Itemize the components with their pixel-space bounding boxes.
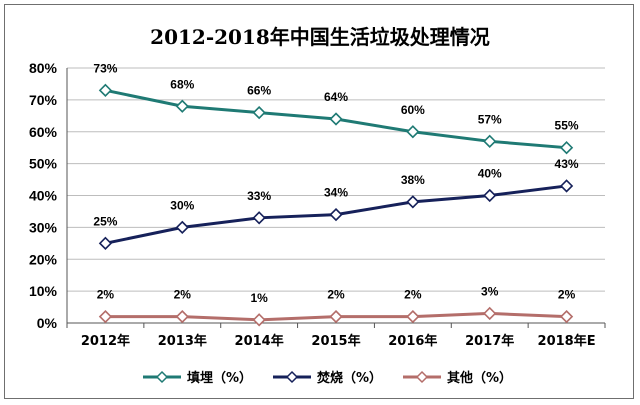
y-tick-label: 60% [29,124,58,140]
axes: 0% 10% 20% 30% 40% 50% 60% 70% 80% 2012年 2013年 2014… [29,60,606,349]
x-tick-label: 2013年 [158,333,207,349]
x-tick-label: 2015年 [311,333,360,349]
legend-marker [155,370,169,384]
y-tick-label: 10% [29,283,58,299]
data-label: 57% [478,112,502,126]
data-label: 55% [555,119,579,133]
data-point [98,309,113,324]
data-label: 68% [170,77,194,91]
x-tick-label: 2016年 [388,333,437,349]
legend-item: 填埋（%） [143,370,252,386]
y-tick-label: 70% [29,92,58,108]
data-label: 43% [555,157,579,171]
data-label: 1% [250,291,268,305]
x-tick-label: 2014年 [235,333,284,349]
data-label: 2% [404,288,422,302]
data-label: 64% [324,90,348,104]
data-point [559,179,574,193]
x-tick-label: 2018年E [538,333,596,349]
data-label: 34% [324,186,348,200]
line-chart: 2012-2018年中国生活垃圾处理情况 0% 10% 20% 30% 40% 50% 60… [29,25,606,386]
data-label: 3% [481,284,499,298]
legend-item: 其他（%） [403,370,512,386]
chart-frame: 2012-2018年中国生活垃圾处理情况 0% 10% 20% 30% 40% 50% 60… [4,4,634,399]
legend: 填埋（%） 焚烧（%） 其他（%） [143,370,512,386]
legend-label: 填埋（%） [187,370,252,386]
data-point [329,112,343,126]
y-tick-label: 50% [29,156,58,172]
data-point [559,309,574,324]
data-label: 2% [97,288,115,302]
legend-item: 焚烧（%） [273,370,382,386]
chart-title: 2012-2018年中国生活垃圾处理情况 [150,25,490,49]
data-point [483,188,497,203]
y-tick-label: 80% [29,60,58,76]
data-point [329,309,343,324]
legend-label: 其他（%） [447,370,512,386]
data-point [175,99,189,113]
legend-marker [285,370,299,384]
data-label: 25% [93,214,117,228]
data-point [175,220,189,235]
data-label: 38% [401,173,425,187]
y-tick-label: 30% [29,219,58,235]
y-tick-label: 40% [29,188,58,204]
data-point [406,309,420,324]
data-label: 60% [401,103,425,117]
data-label: 73% [93,61,117,75]
data-label: 40% [478,167,502,181]
x-tick-label: 2012年 [81,333,130,349]
data-point [252,313,266,327]
data-labels: 73% 68% 66% 64% 60% 57% 55% 25% 30% 33% 34% 38% 40% 4… [93,61,578,305]
data-label: 66% [247,84,271,98]
data-point [329,207,343,222]
data-label: 2% [327,288,345,302]
y-tick-label: 20% [29,251,58,267]
data-point [483,134,497,148]
x-tick-label: 2017年 [465,333,514,349]
data-point [406,195,420,209]
data-point [559,141,574,155]
y-tick-label: 0% [37,315,58,331]
data-label: 30% [170,198,194,212]
data-point [98,83,113,97]
data-label: 33% [247,189,271,203]
data-label: 2% [558,288,576,302]
data-point [406,125,420,139]
data-label: 2% [174,288,192,302]
legend-marker [415,370,429,384]
data-point [98,236,113,250]
series-layer [98,83,574,327]
data-point [252,211,266,225]
legend-label: 焚烧（%） [316,370,382,386]
data-point [175,309,189,324]
data-point [252,105,266,120]
data-point [483,306,497,321]
